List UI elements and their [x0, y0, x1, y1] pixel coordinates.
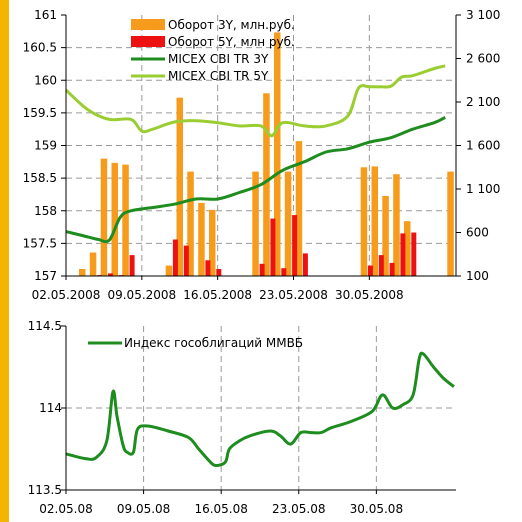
turnover-3y-bar — [263, 93, 270, 276]
turnover-5y-bar — [107, 273, 113, 276]
chart2-x-tick-label: 30.05.08 — [350, 502, 403, 516]
turnover-5y-bar — [400, 233, 406, 276]
turnover-5y-bar — [389, 262, 395, 276]
chart1-x-tick-label: 30.05.2008 — [335, 288, 404, 302]
chart2-left-tick-label: 113.5 — [28, 483, 62, 497]
turnover-3y-bar — [100, 158, 108, 276]
chart1-left-tick-label: 157.5 — [23, 236, 57, 250]
chart1-legend-label: MICEX CBI TR 3Y — [168, 52, 269, 66]
chart1-legend-swatch — [131, 19, 165, 30]
turnover-3y-bar — [404, 221, 411, 276]
turnover-5y-bar — [216, 269, 222, 276]
chart2-x-tick-label: 16.05.08 — [194, 502, 247, 516]
turnover-5y-bar — [259, 263, 265, 276]
turnover-3y-bar — [111, 162, 118, 276]
turnover-3y-bar — [371, 166, 378, 276]
chart2-x-tick-label: 23.05.08 — [272, 502, 325, 516]
turnover-3y-bar — [382, 196, 389, 276]
turnover-3y-bar — [176, 97, 183, 276]
chart2-x-tick-label: 02.05.08 — [39, 502, 92, 516]
turnover-3y-bar — [284, 171, 292, 276]
chart1-right-tick-label: 100 — [466, 269, 489, 283]
chart1-x-tick-label: 16.05.2008 — [183, 288, 252, 302]
chart1-x-tick-label: 23.05.2008 — [259, 288, 328, 302]
left-accent-bar — [0, 0, 9, 522]
turnover-3y-bar — [209, 209, 216, 276]
chart1-legend-label: Оборот 5Y, млн руб. — [168, 35, 295, 49]
turnover-5y-bar — [367, 265, 373, 276]
chart1-legend-swatch — [131, 36, 165, 47]
chart1-right-tick-label: 2 100 — [466, 95, 500, 109]
turnover-3y-bar — [198, 202, 205, 276]
chart1-right-tick-label: 2 600 — [466, 52, 500, 66]
chart1-x-tick-label: 09.05.2008 — [107, 288, 176, 302]
chart1-left-tick-label: 160.5 — [23, 41, 57, 55]
turnover-5y-bar — [205, 260, 211, 276]
chart1-right-tick-label: 600 — [466, 226, 489, 240]
turnover-3y-bar — [187, 171, 194, 276]
chart1-legend-label: MICEX CBI TR 5Y — [168, 69, 269, 83]
turnover-3y-bar — [360, 167, 368, 277]
chart1-right-tick-label: 1 600 — [466, 139, 500, 153]
mmvb-govt-bond-index-line — [65, 351, 455, 467]
chart1-left-tick-label: 161 — [34, 8, 57, 22]
chart2-left-tick-label: 114.5 — [28, 319, 62, 333]
turnover-3y-bar — [165, 265, 173, 276]
chart1-left-tick-label: 157 — [34, 269, 57, 283]
turnover-5y-bar — [292, 215, 298, 276]
chart1-left-tick-label: 159 — [34, 139, 57, 153]
chart1-legend-label: Оборот 3Y, млн.руб. — [168, 18, 295, 32]
chart1-right-tick-label: 3 100 — [466, 8, 500, 22]
micex-cbi-tr-3y-line — [65, 116, 446, 244]
turnover-5y-bar — [183, 245, 189, 276]
chart2-legend-label: Индекс гособлигаций ММВБ — [124, 336, 303, 350]
chart1-right-tick-label: 1 100 — [466, 182, 500, 196]
chart2-x-tick-label: 09.05.08 — [117, 502, 170, 516]
turnover-5y-bar — [302, 253, 308, 276]
turnover-5y-bar — [411, 232, 417, 276]
turnover-3y-bar — [122, 164, 129, 276]
chart1-left-tick-label: 158 — [34, 204, 57, 218]
turnover-5y-bar — [378, 255, 384, 276]
chart1-x-tick-label: 02.05.2008 — [32, 288, 101, 302]
chart1-left-tick-label: 160 — [34, 73, 57, 87]
turnover-3y-bar — [79, 269, 86, 276]
chart2-left-tick-label: 114 — [39, 401, 62, 415]
turnover-3y-bar — [295, 141, 303, 276]
turnover-5y-bar — [129, 255, 135, 276]
turnover-3y-bar — [393, 174, 400, 276]
turnover-5y-bar — [281, 268, 287, 276]
turnover-3y-bar — [274, 32, 281, 277]
turnover-3y-bar — [447, 171, 454, 276]
turnover-5y-bar — [270, 218, 276, 276]
turnover-3y-bar — [252, 171, 259, 276]
chart1-left-tick-label: 158.5 — [23, 171, 57, 185]
micex-cbi-tr-5y-line — [64, 64, 446, 138]
turnover-5y-bar — [172, 239, 178, 276]
chart1-left-tick-label: 159.5 — [23, 106, 57, 120]
turnover-3y-bar — [89, 252, 97, 276]
